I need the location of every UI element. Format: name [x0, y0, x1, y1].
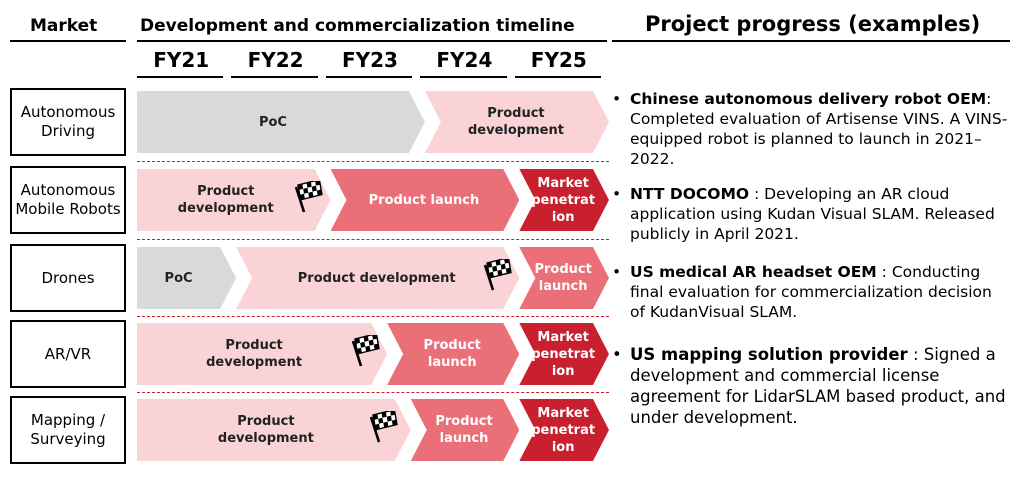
phase-bar-development: Product development [425, 91, 609, 153]
fiscal-year-rule [514, 76, 601, 78]
phase-bar-poc: PoC [137, 247, 236, 309]
progress-item-company: Chinese autonomous delivery robot OEM [630, 90, 987, 108]
phase-bar-penetration: Market penetrat ion [519, 323, 609, 385]
phase-bar-development: Product development [137, 169, 331, 231]
fiscal-year-rule [420, 76, 507, 78]
row-separator [137, 239, 609, 240]
progress-item-company: US mapping solution provider [630, 345, 908, 364]
row-separator [137, 392, 609, 393]
phase-bar-penetration: Market penetrat ion [519, 169, 609, 231]
progress-item-text: NTT DOCOMO : Developing an AR cloud appl… [630, 184, 1008, 244]
market-header-rule [10, 40, 126, 42]
market-box: Mapping / Surveying [10, 396, 126, 464]
progress-item: • US medical AR headset OEM : Conducting … [612, 262, 1008, 322]
phase-bar-launch: Product launch [519, 247, 609, 309]
phase-bar-penetration: Market penetrat ion [519, 399, 609, 461]
fiscal-year-rule [137, 76, 224, 78]
phase-bar-development: Product development [137, 323, 387, 385]
row-separator [137, 161, 609, 162]
progress-header-rule [612, 40, 1010, 42]
fiscal-year-label: FY25 [530, 48, 587, 72]
market-box: Drones [10, 244, 126, 312]
market-header: Market [30, 16, 98, 36]
progress-item-detail: : Signed a development and commercial li… [630, 345, 1006, 427]
progress-item: • US mapping solution provider : Signed a… [612, 344, 1008, 428]
phase-bar-launch: Product launch [331, 169, 520, 231]
bullet-icon: • [612, 185, 622, 203]
market-box: Autonomous Driving [10, 88, 126, 156]
progress-item-company: US medical AR headset OEM [630, 263, 877, 281]
bullet-icon: • [612, 90, 622, 108]
progress-item-text: Chinese autonomous delivery robot OEM: C… [630, 89, 1008, 169]
phase-bar-development: Product development [137, 399, 411, 461]
progress-item-detail: : Conducting final evaluation for commer… [630, 263, 992, 321]
checkered-flag-icon [483, 259, 512, 291]
fiscal-year-rule [231, 76, 318, 78]
fiscal-year-rule [325, 76, 413, 78]
bullet-icon: • [612, 263, 622, 281]
phase-bar-launch: Product launch [387, 323, 519, 385]
progress-item: • Chinese autonomous delivery robot OEM: … [612, 89, 1008, 169]
market-box: AR/VR [10, 320, 126, 388]
progress-item-text: US mapping solution provider : Signed a … [630, 344, 1008, 428]
phase-bar-launch: Product launch [411, 399, 520, 461]
progress-header: Project progress (examples) [645, 12, 981, 36]
timeline-header-rule [137, 40, 607, 42]
phase-bar-development: Product development [236, 247, 519, 309]
checkered-flag-icon [294, 181, 323, 213]
checkered-flag-icon [351, 335, 380, 367]
fiscal-year-label: FY23 [342, 48, 398, 72]
market-box: Autonomous Mobile Robots [10, 166, 126, 234]
progress-item-text: US medical AR headset OEM : Conducting f… [630, 262, 1008, 322]
progress-item: • NTT DOCOMO : Developing an AR cloud app… [612, 184, 1008, 244]
fiscal-year-label: FY21 [153, 48, 210, 72]
fiscal-year-label: FY24 [436, 48, 493, 72]
checkered-flag-icon [370, 411, 399, 443]
progress-item-detail: : Developing an AR cloud application usi… [630, 185, 995, 243]
phase-bar-poc: PoC [137, 91, 425, 153]
progress-item-detail: : Completed evaluation of Artisense VINS… [630, 90, 1008, 168]
bullet-icon: • [612, 345, 622, 364]
timeline-header: Development and commercialization timeli… [140, 16, 575, 36]
row-separator [137, 316, 609, 317]
progress-item-company: NTT DOCOMO [630, 185, 750, 203]
fiscal-year-label: FY22 [247, 48, 304, 72]
